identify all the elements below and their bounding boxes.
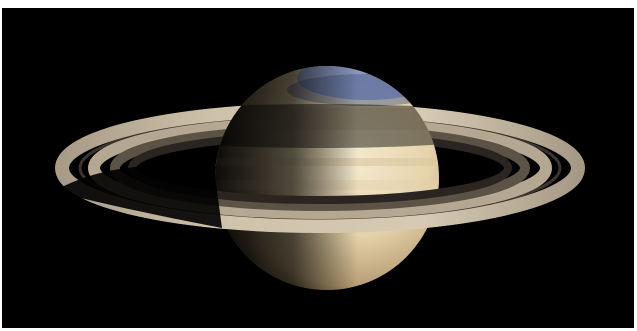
- saturn-image: [55, 66, 585, 290]
- space-background: [2, 8, 634, 328]
- planet-shadow-on-rings: [64, 165, 222, 228]
- rings-front: [58, 178, 582, 233]
